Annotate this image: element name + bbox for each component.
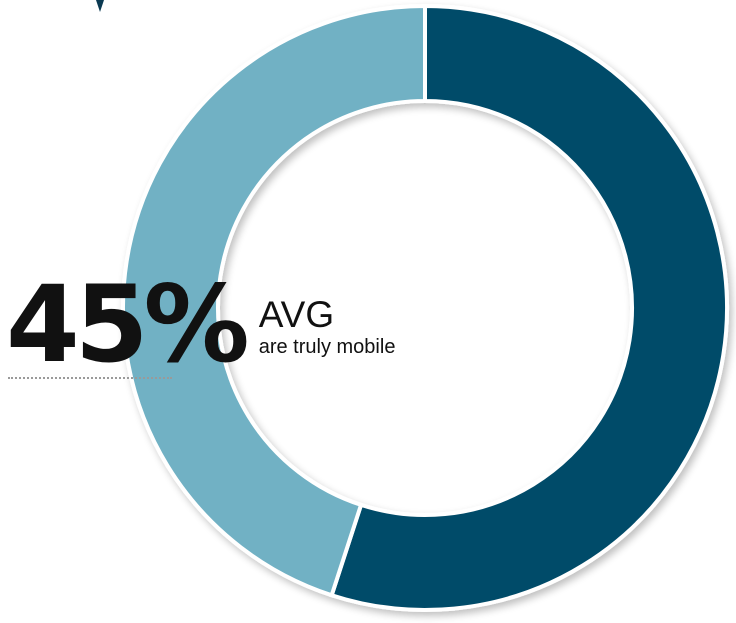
donut-slice-light: [121, 3, 427, 598]
decorative-swoosh: [96, 0, 104, 12]
donut-slices: [121, 3, 729, 612]
avg-label: AVG: [258, 294, 335, 335]
callout-sublabel: are truly mobile: [258, 336, 396, 358]
donut-slice-dark: [329, 3, 729, 612]
big-percentage: 45%: [6, 263, 250, 386]
callout-text: AVG are truly mobile: [259, 296, 396, 359]
stat-callout: 45% AVG are truly mobile: [6, 272, 395, 378]
dotted-divider: [8, 377, 172, 379]
